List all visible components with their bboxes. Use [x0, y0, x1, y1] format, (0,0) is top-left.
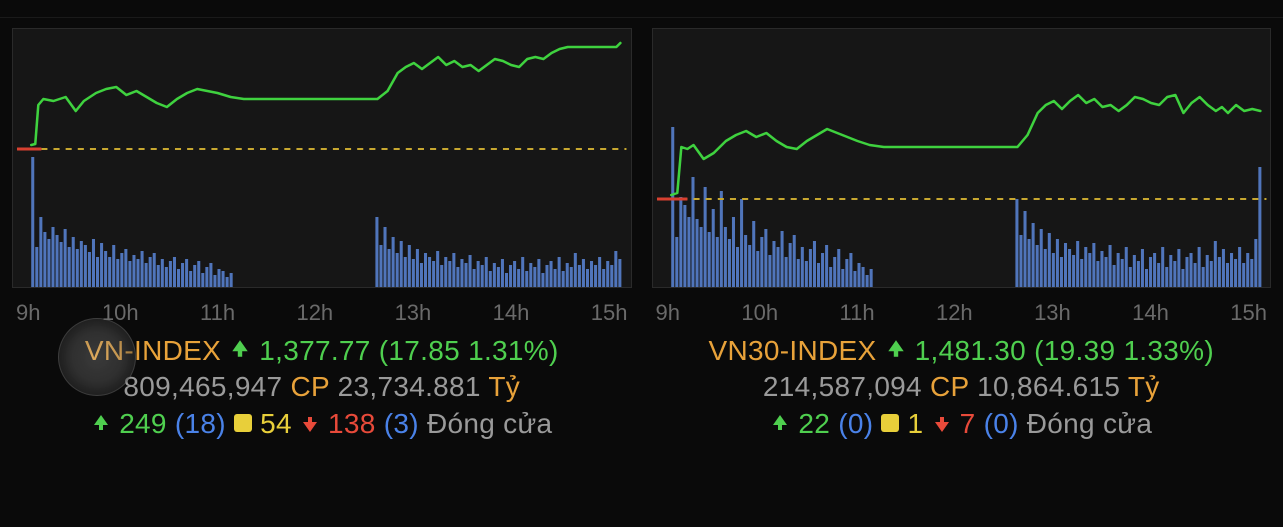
arrow-down-icon [932, 410, 952, 442]
value-amount-left: 23,734.881 [338, 371, 481, 402]
arrow-up-icon [91, 407, 111, 439]
xaxis-label: 10h [741, 300, 778, 326]
advancers-ceiling-right: (0) [838, 408, 873, 439]
stats-left: VN-INDEX 1,377.77 (17.85 1.31%) 809,465,… [12, 334, 632, 442]
xaxis-label: 12h [296, 300, 333, 326]
value-unit-left: Tỷ [488, 371, 520, 402]
tab-spacer [0, 0, 1283, 18]
xaxis-label: 14h [1132, 300, 1169, 326]
decliners-floor-left: (3) [384, 408, 419, 439]
square-icon [881, 414, 899, 432]
stats-line-2-right: 214,587,094 CP 10,864.615 Tỷ [763, 371, 1160, 403]
stats-line-1-left: VN-INDEX 1,377.77 (17.85 1.31%) [85, 334, 559, 367]
panels-container: 9h 10h 11h 12h 13h 14h 15h VN-INDEX 1,377.77 (… [0, 18, 1283, 442]
decliners-left: 138 [328, 408, 376, 439]
xaxis-label: 13h [395, 300, 432, 326]
xaxis-left: 9h 10h 11h 12h 13h 14h 15h [12, 288, 632, 334]
index-change-left: (17.85 1.31%) [379, 335, 559, 366]
stats-line-1-right: VN30-INDEX 1,481.30 (19.39 1.33%) [709, 334, 1214, 367]
index-value-right: 1,481.30 [915, 335, 1026, 366]
stats-line-2-left: 809,465,947 CP 23,734.881 Tỷ [123, 371, 520, 403]
xaxis-label: 15h [591, 300, 628, 326]
index-change-right: (19.39 1.33%) [1034, 335, 1214, 366]
panel-vn-index: 9h 10h 11h 12h 13h 14h 15h VN-INDEX 1,377.77 (… [12, 28, 632, 442]
arrow-up-icon [229, 334, 251, 366]
xaxis-label: 15h [1230, 300, 1267, 326]
xaxis-label: 14h [493, 300, 530, 326]
status-left: Đóng cửa [427, 408, 552, 439]
chart-svg-right [653, 29, 1271, 287]
advancers-ceiling-left: (18) [175, 408, 226, 439]
xaxis-label: 11h [200, 300, 235, 326]
advancers-right: 22 [798, 408, 830, 439]
value-unit-right: Tỷ [1128, 371, 1160, 402]
xaxis-label: 9h [656, 300, 680, 326]
unchanged-right: 1 [908, 408, 924, 439]
panel-vn30-index: 9h 10h 11h 12h 13h 14h 15h VN30-INDEX 1,481.30… [652, 28, 1272, 442]
tabs-bar [0, 0, 1283, 18]
chart-vn-index[interactable] [12, 28, 632, 288]
decliners-right: 7 [960, 408, 976, 439]
advancers-left: 249 [119, 408, 167, 439]
xaxis-right: 9h 10h 11h 12h 13h 14h 15h [652, 288, 1272, 334]
arrow-up-icon [770, 407, 790, 439]
decliners-floor-right: (0) [984, 408, 1019, 439]
chart-svg-left [13, 29, 631, 287]
stats-line-3-right: 22 (0) 1 7 (0) Đóng cửa [770, 407, 1152, 442]
xaxis-label: 13h [1034, 300, 1071, 326]
stats-right: VN30-INDEX 1,481.30 (19.39 1.33%) 214,58… [652, 334, 1272, 442]
arrow-up-icon [885, 334, 907, 366]
volume-unit-right: CP [930, 371, 969, 402]
index-name-right: VN30-INDEX [709, 335, 877, 366]
index-value-left: 1,377.77 [259, 335, 370, 366]
value-amount-right: 10,864.615 [977, 371, 1120, 402]
volume-shares-left: 809,465,947 [123, 371, 282, 402]
square-icon [234, 414, 252, 432]
volume-unit-left: CP [291, 371, 330, 402]
xaxis-label: 12h [936, 300, 973, 326]
xaxis-label: 9h [16, 300, 40, 326]
status-right: Đóng cửa [1027, 408, 1152, 439]
stats-line-3-left: 249 (18) 54 138 (3) Đóng cửa [91, 407, 552, 442]
index-name-left: VN-INDEX [85, 335, 221, 366]
arrow-down-icon [300, 410, 320, 442]
xaxis-label: 10h [102, 300, 139, 326]
unchanged-left: 54 [260, 408, 292, 439]
volume-shares-right: 214,587,094 [763, 371, 922, 402]
xaxis-label: 11h [839, 300, 874, 326]
chart-vn30-index[interactable] [652, 28, 1272, 288]
